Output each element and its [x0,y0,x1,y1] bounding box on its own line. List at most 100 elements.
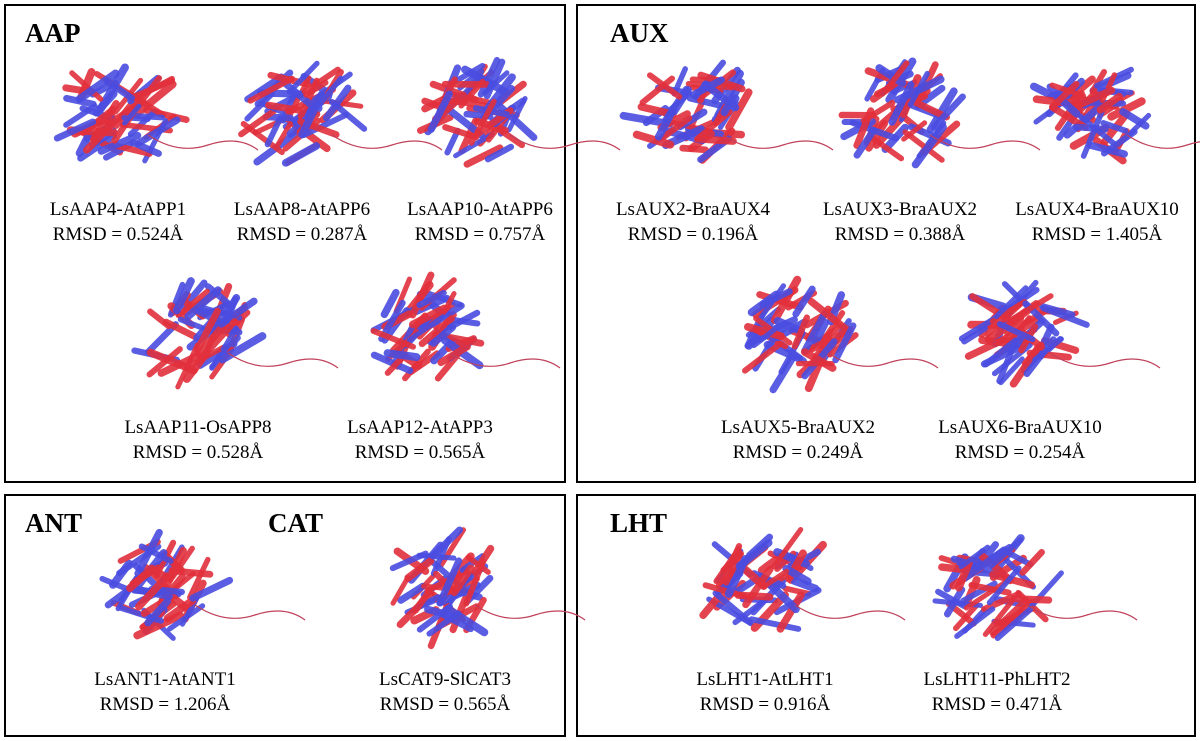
structure-helix [322,84,352,122]
structure-helix [390,575,411,606]
structure-loop [474,604,586,621]
structure-helix [286,60,320,95]
structure-helix [807,297,853,335]
structure-helix [1009,344,1042,388]
panel-title: CAT [268,508,323,538]
structure-helix [986,565,1022,606]
structure-helix [902,129,945,163]
panel-title: ANT [25,508,82,538]
structure-helix [383,349,421,362]
structure-helix [69,70,104,102]
structure-helix [458,78,486,109]
structure-helix [177,316,205,331]
structure-name: LsAUX5-BraAUX2 [721,417,875,438]
structure-helix [468,98,497,146]
structure-helix [996,321,1036,343]
structure-helix [145,321,179,356]
structure-name: LsANT1-AtANT1 [94,669,235,690]
structure-helix [97,131,142,155]
structure-helix [453,131,495,159]
structure-helix [184,286,222,321]
structure-helix [146,348,198,375]
structure-helix [865,119,889,152]
structure-helix [122,103,142,126]
structure-helix [427,90,453,133]
rmsd-label: RMSD = 0.565Å [380,694,511,715]
structure-helix [484,143,515,163]
structure-helix [416,289,447,309]
structure-helix [943,586,966,618]
structure-helix [853,126,878,159]
structure-helix [693,108,733,143]
panel-title: AAP [25,18,81,48]
structure-name: LsLHT1-AtLHT1 [696,669,833,690]
structure-helix [654,104,678,141]
structure-helix [303,79,329,98]
structure-helix [1010,595,1053,604]
structure-helix [963,579,1008,611]
structure-helix [1107,97,1146,121]
structure-name: LsCAT9-SlCAT3 [379,669,511,690]
structure-helix [759,283,787,320]
structure-loop [227,352,339,369]
structure-helix [147,308,172,330]
structure-helix [220,325,240,353]
structure-helix [223,295,239,325]
structure-helix [129,139,162,157]
structure-loop [1126,134,1200,149]
structure-helix [742,340,784,374]
structure-helix [812,318,830,347]
structure-helix [998,356,1025,386]
structure-helix [958,544,991,570]
rmsd-label: RMSD = 0.287Å [237,224,368,245]
structure-helix [982,537,1024,574]
rmsd-label: RMSD = 0.249Å [733,442,864,463]
structure-helix [782,565,812,586]
structure-helix [994,606,1034,641]
structure-helix [776,591,805,633]
structure-loop [1049,352,1161,369]
structure-loop [929,134,1041,151]
structure-helix [506,96,528,133]
structure-helix [1096,92,1123,114]
structure-loop [827,352,939,369]
structure-loop [331,134,443,151]
structure-helix [872,112,907,149]
structure-helix [1007,293,1054,324]
structure-helix [964,338,1002,360]
structure-helix [300,111,349,139]
rmsd-label: RMSD = 1.405Å [1032,224,1163,245]
structure-helix [275,121,293,149]
structure-helix [910,98,950,121]
structure-helix [883,60,910,93]
structure-name: LsAUX2-BraAUX4 [616,199,771,220]
structure-helix [808,325,854,353]
structure-helix [477,56,501,98]
structure-helix [483,58,506,100]
structure-helix [791,314,810,350]
structure-helix [189,576,234,602]
structure-helix [218,332,267,364]
panel-box [4,4,566,483]
rmsd-label: RMSD = 0.528Å [133,442,264,463]
structure-helix [1089,69,1108,95]
structure-helix [952,602,980,632]
rmsd-label: RMSD = 0.565Å [355,442,486,463]
structure-helix [317,75,344,107]
rmsd-label: RMSD = 0.916Å [700,694,831,715]
rmsd-label: RMSD = 0.196Å [628,224,759,245]
structure-helix [748,616,802,632]
rmsd-label: RMSD = 0.524Å [53,224,184,245]
rmsd-label: RMSD = 0.388Å [835,224,966,245]
structure-loop [194,604,306,621]
structure-helix [1100,120,1129,134]
structure-helix [194,321,229,359]
rmsd-label: RMSD = 0.471Å [932,694,1063,715]
structure-helix [183,345,225,371]
structure-helix [442,124,480,141]
structure-helix [175,288,210,318]
structure-helix [888,81,915,126]
structure-helix [90,100,120,144]
structure-helix [632,130,675,149]
structure-helix [801,310,828,355]
